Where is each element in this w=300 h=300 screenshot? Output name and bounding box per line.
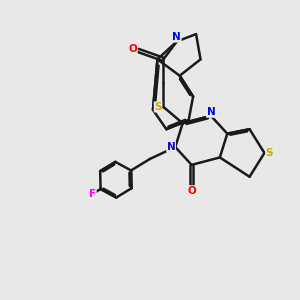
Text: O: O [187,186,196,196]
Text: O: O [128,44,137,54]
Text: S: S [266,148,273,158]
Text: N: N [207,107,215,117]
Text: S: S [154,102,162,112]
Text: N: N [172,32,181,42]
Text: F: F [89,189,96,199]
Text: N: N [167,142,176,152]
